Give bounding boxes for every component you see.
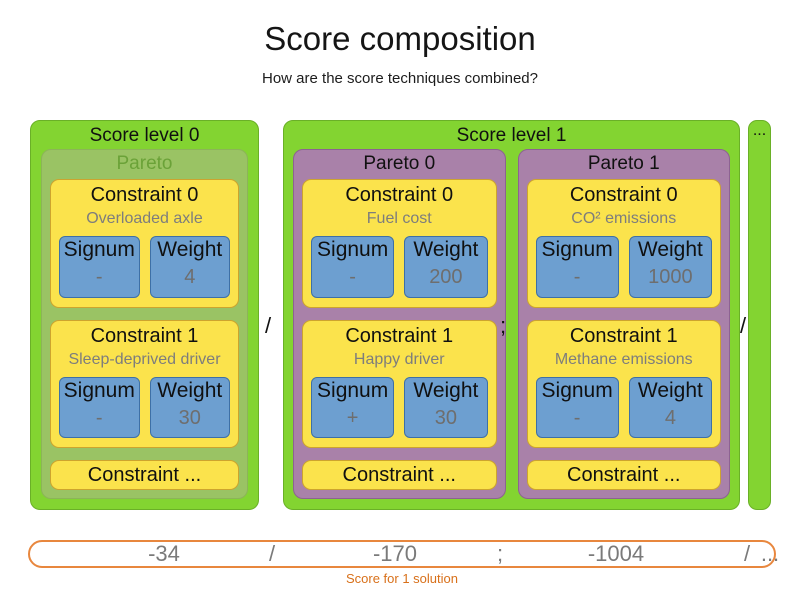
signum-value: +	[346, 406, 359, 429]
score-value-pareto1: -1004	[587, 541, 645, 566]
weight-value: 30	[434, 406, 457, 429]
signum-weight-row: Signum - Weight 4	[535, 376, 712, 438]
level-separator-slash: /	[265, 313, 272, 338]
signum-box: Signum -	[311, 236, 395, 298]
signum-label: Signum	[63, 378, 135, 402]
page-title: Score composition	[264, 20, 536, 57]
constraint-description: Overloaded axle	[86, 210, 203, 227]
score-composition-diagram: Score level 0 Pareto Constraint 0 Overlo…	[0, 120, 800, 510]
score-separator-semicolon: ;	[496, 541, 504, 566]
signum-label: Signum	[63, 238, 135, 261]
signum-value: -	[573, 266, 581, 288]
constraint-card: Constraint 1 Sleep-deprived driver Signu…	[50, 319, 239, 448]
constraint-more-card: Constraint ...	[50, 460, 239, 490]
weight-value: 1000	[648, 266, 693, 288]
weight-label: Weight	[157, 238, 223, 261]
signum-weight-row: Signum - Weight 30	[59, 376, 230, 438]
constraint-card: Constraint 0 Overloaded axle Signum - We…	[50, 179, 239, 308]
pareto-1-label: Pareto 1	[587, 153, 660, 174]
signum-value: -	[95, 406, 103, 429]
signum-box: Signum +	[311, 376, 395, 438]
weight-box: Weight 200	[404, 236, 488, 298]
page-subtitle: How are the score techniques combined?	[262, 70, 538, 87]
score-bar-caption: Score for 1 solution	[345, 571, 458, 586]
weight-value: 4	[664, 406, 676, 429]
signum-label: Signum	[317, 238, 389, 261]
signum-box: Signum -	[535, 236, 619, 298]
score-level-0-box: Score level 0 Pareto Constraint 0 Overlo…	[30, 120, 259, 510]
signum-value: -	[573, 406, 581, 429]
signum-weight-row: Signum - Weight 4	[59, 236, 230, 298]
weight-label: Weight	[413, 378, 479, 402]
weight-value: 200	[429, 266, 463, 288]
constraint-title: Constraint 0	[90, 184, 199, 206]
pareto-0-label: Pareto 0	[363, 153, 436, 174]
pareto-1-box: Pareto 1 Constraint 0 CO² emissions Sign…	[517, 149, 730, 499]
constraint-more-card: Constraint ...	[302, 460, 497, 490]
more-score-levels-bar: ...	[748, 120, 771, 510]
signum-label: Signum	[541, 238, 613, 261]
signum-value: -	[349, 266, 356, 288]
weight-label: Weight	[637, 378, 703, 402]
score-separator-slash: /	[268, 541, 276, 566]
score-value-pareto0: -170	[372, 541, 418, 566]
score-level-1-label: Score level 1	[456, 125, 567, 146]
weight-label: Weight	[413, 238, 479, 261]
constraint-more-card: Constraint ...	[526, 460, 721, 490]
weight-box: Weight 4	[149, 236, 230, 298]
signum-label: Signum	[541, 378, 613, 402]
constraint-description: CO² emissions	[571, 210, 677, 227]
constraint-title: Constraint 0	[345, 184, 454, 206]
signum-value: -	[95, 266, 103, 288]
weight-label: Weight	[637, 238, 703, 261]
weight-box: Weight 1000	[628, 236, 712, 298]
constraint-card: Constraint 1 Happy driver Signum + Weigh…	[302, 319, 497, 448]
weight-value: 30	[178, 406, 201, 429]
pareto-row: Pareto 0 Constraint 0 Fuel cost Signum -…	[293, 149, 730, 499]
constraint-card: Constraint 1 Methane emissions Signum - …	[526, 319, 721, 448]
pareto-box: Pareto Constraint 0 Overloaded axle Sign…	[41, 149, 248, 499]
constraint-description: Sleep-deprived driver	[68, 350, 221, 368]
weight-box: Weight 30	[149, 376, 230, 438]
score-separator-slash-2: /	[743, 541, 751, 566]
constraint-title: Constraint 1	[90, 324, 199, 347]
weight-box: Weight 30	[404, 376, 488, 438]
score-value-level0: -34	[148, 541, 180, 566]
constraint-card: Constraint 0 Fuel cost Signum - Weight 2…	[302, 179, 497, 308]
signum-weight-row: Signum - Weight 1000	[535, 236, 712, 298]
signum-box: Signum -	[535, 376, 619, 438]
constraint-title: Constraint 1	[345, 324, 454, 347]
pareto-label: Pareto	[116, 153, 173, 174]
score-ellipsis: ...	[760, 541, 780, 566]
constraint-title: Constraint 0	[569, 184, 678, 206]
signum-label: Signum	[317, 378, 389, 402]
constraint-title: Constraint 1	[569, 324, 678, 347]
weight-box: Weight 4	[628, 376, 712, 438]
pareto-0-box: Pareto 0 Constraint 0 Fuel cost Signum -…	[293, 149, 506, 499]
ellipsis-label: ...	[752, 122, 767, 139]
weight-label: Weight	[157, 378, 223, 402]
constraint-description: Fuel cost	[366, 210, 432, 227]
pareto-separator-semicolon: ;	[500, 313, 507, 338]
score-level-0-label: Score level 0	[89, 125, 200, 146]
signum-weight-row: Signum + Weight 30	[311, 376, 488, 438]
weight-value: 4	[184, 266, 196, 288]
more-levels-separator-slash: /	[740, 313, 747, 338]
signum-box: Signum -	[59, 236, 140, 298]
signum-box: Signum -	[59, 376, 140, 438]
constraint-description: Happy driver	[353, 350, 445, 368]
constraint-description: Methane emissions	[554, 350, 693, 368]
score-result-bar: -34 / -170 ; -1004 / ...	[28, 540, 780, 568]
score-level-1-box: Score level 1 Pareto 0 Constraint 0 Fuel…	[283, 120, 740, 510]
signum-weight-row: Signum - Weight 200	[311, 236, 488, 298]
constraint-card: Constraint 0 CO² emissions Signum - Weig…	[526, 179, 721, 308]
